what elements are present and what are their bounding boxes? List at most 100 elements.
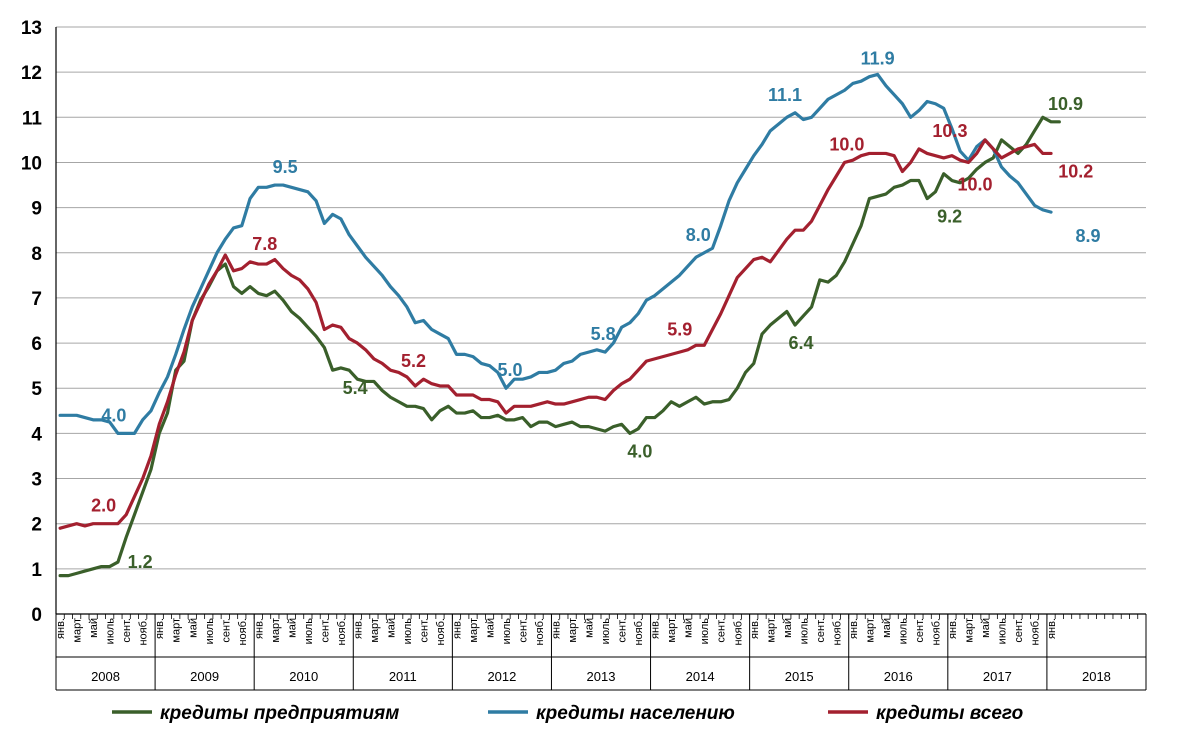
year-label: 2014 <box>686 669 715 684</box>
month-label: сент. <box>914 618 926 643</box>
month-label: сент. <box>518 618 530 643</box>
month-label: март <box>963 618 975 643</box>
month-label: май <box>881 618 893 638</box>
month-label: март <box>864 618 876 643</box>
month-label: май <box>782 618 794 638</box>
data-label: 11.1 <box>768 85 802 105</box>
data-label: 4.0 <box>627 441 652 461</box>
gridlines <box>56 26 1146 570</box>
series-line-0 <box>58 115 1061 578</box>
data-label: 5.0 <box>498 360 523 380</box>
year-label: 2013 <box>587 669 616 684</box>
y-tick-label: 6 <box>31 334 42 355</box>
legend-label-2: кредиты всего <box>876 703 1023 724</box>
month-label: июль <box>402 618 414 645</box>
data-label: 5.4 <box>343 378 368 398</box>
legend-label-0: кредиты предприятиям <box>160 703 399 724</box>
y-tick-label: 0 <box>31 605 42 626</box>
month-label: янв. <box>451 618 463 639</box>
y-tick-label: 10 <box>21 153 42 174</box>
data-label: 8.9 <box>1076 226 1101 246</box>
month-label: янв. <box>55 618 67 639</box>
month-label: янв. <box>848 618 860 639</box>
data-label: 5.2 <box>401 351 426 371</box>
y-tick-label: 1 <box>31 560 42 581</box>
y-tick-label: 11 <box>22 108 43 129</box>
month-label: июль <box>600 618 612 645</box>
month-label: сент. <box>418 618 430 643</box>
month-label: янв. <box>551 618 563 639</box>
month-label: янв. <box>352 618 364 639</box>
data-label: 9.5 <box>273 157 298 177</box>
y-tick-label: 7 <box>31 289 42 310</box>
y-tick-label: 4 <box>31 424 42 445</box>
month-label: июль <box>303 618 315 645</box>
month-label: янв. <box>650 618 662 639</box>
data-label: 6.4 <box>789 333 814 353</box>
year-label: 2015 <box>785 669 814 684</box>
month-label: март <box>666 618 678 643</box>
data-label: 4.0 <box>101 405 126 425</box>
y-tick-label: 13 <box>21 18 42 39</box>
month-label: янв. <box>1046 618 1058 639</box>
data-label: 8.0 <box>686 225 711 245</box>
month-label: нояб. <box>336 618 348 646</box>
y-tick-label: 3 <box>31 470 42 491</box>
month-label: май <box>88 618 100 638</box>
legend: кредиты предприятиям кредиты населению кре… <box>112 703 1023 724</box>
year-label: 2012 <box>487 669 516 684</box>
month-label: май <box>980 618 992 638</box>
data-label: 11.9 <box>861 49 895 69</box>
month-label: май <box>385 618 397 638</box>
year-label: 2016 <box>884 669 913 684</box>
month-label: июль <box>204 618 216 645</box>
month-label: июль <box>897 618 909 645</box>
series-line-1 <box>58 72 1053 435</box>
y-tick-label: 2 <box>31 515 42 536</box>
month-label: янв. <box>154 618 166 639</box>
month-label: март <box>468 618 480 643</box>
month-label: сент. <box>1013 618 1025 643</box>
year-label: 2010 <box>289 669 318 684</box>
month-label: нояб. <box>831 618 843 646</box>
month-label: сент. <box>319 618 331 643</box>
month-label: июль <box>501 618 513 645</box>
month-label: янв. <box>749 618 761 639</box>
year-label: 2009 <box>190 669 219 684</box>
month-label: нояб. <box>633 618 645 646</box>
month-label: сент. <box>121 618 133 643</box>
month-label: май <box>485 618 497 638</box>
series-lines <box>58 72 1061 578</box>
data-labels: 1.2 5.4 4.0 6.4 9.2 10.9 4.0 9.5 5.0 5.8 8.0 11.1 11… <box>91 49 1100 572</box>
month-label: янв. <box>947 618 959 639</box>
data-label: 7.8 <box>252 234 277 254</box>
month-label: март <box>567 618 579 643</box>
month-label: май <box>584 618 596 638</box>
month-label: сент. <box>220 618 232 643</box>
data-label: 1.2 <box>128 552 153 572</box>
year-label: 2011 <box>389 669 417 684</box>
month-label: май <box>286 618 298 638</box>
month-label: июль <box>798 618 810 645</box>
month-label: март <box>765 618 777 643</box>
series-line-2 <box>58 138 1053 530</box>
y-tick-label: 12 <box>21 63 42 84</box>
data-label: 10.2 <box>1058 161 1093 181</box>
y-tick-label: 9 <box>31 199 42 220</box>
month-label: нояб. <box>732 618 744 646</box>
month-label: нояб. <box>237 618 249 646</box>
year-label: 2018 <box>1082 669 1111 684</box>
data-label: 10.3 <box>932 121 967 141</box>
year-label: 2017 <box>983 669 1012 684</box>
month-label: сент. <box>716 618 728 643</box>
x-axis: 2008 2009 2010 2011 2012 2013 2014 2015 2016 2017… <box>55 613 1147 691</box>
month-label: июль <box>105 618 117 645</box>
month-label: май <box>683 618 695 638</box>
data-label: 5.9 <box>667 320 692 340</box>
month-label: июль <box>996 618 1008 645</box>
data-label: 10.0 <box>957 174 992 194</box>
month-label: март <box>72 618 84 643</box>
legend-label-1: кредиты населению <box>536 703 735 724</box>
